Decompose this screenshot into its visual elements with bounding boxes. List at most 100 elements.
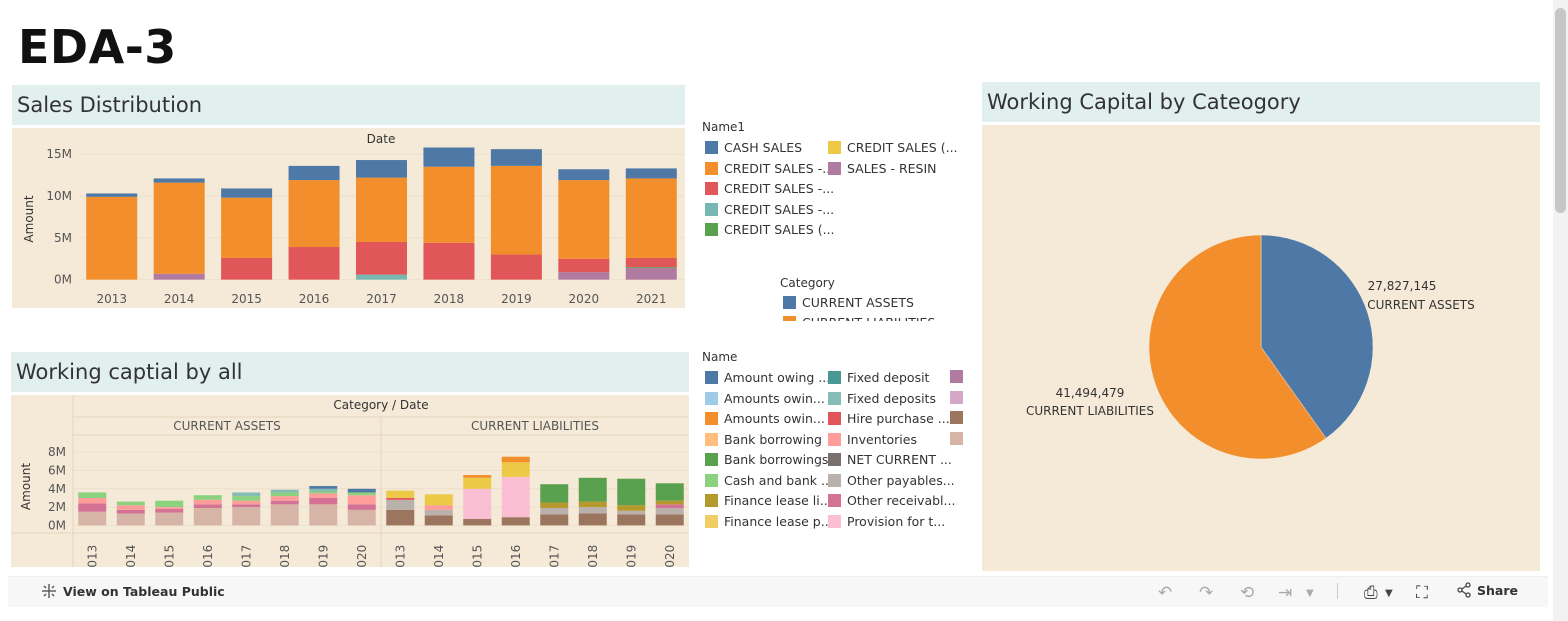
legend-category: CURRENT ASSETS CURRENT LIABILITIES bbox=[780, 292, 980, 321]
fullscreen-icon[interactable]: ⛶ bbox=[1416, 583, 1428, 603]
legend-name-swatch bbox=[828, 371, 841, 384]
scrollbar-thumb[interactable] bbox=[1555, 8, 1566, 213]
working-all-bar-segment bbox=[578, 507, 607, 514]
redo-icon[interactable]: ↷ bbox=[1199, 583, 1214, 603]
working-all-bar-segment bbox=[309, 497, 338, 505]
sales-y-tick: 5M bbox=[54, 231, 72, 245]
legend-name-item[interactable]: Bank borrowing bbox=[705, 432, 822, 447]
download-dropdown-icon[interactable]: ▼ bbox=[1385, 588, 1393, 599]
working-all-bar-segment bbox=[193, 504, 222, 509]
working-all-bar-segment bbox=[155, 512, 184, 526]
pie-slice bbox=[1260, 234, 1374, 439]
legend-name-swatch[interactable] bbox=[950, 411, 963, 424]
legend-name-item[interactable]: Fixed deposit bbox=[828, 370, 929, 385]
legend-name-item[interactable]: Cash and bank ... bbox=[705, 473, 833, 488]
working-all-bar-segment bbox=[116, 505, 145, 510]
legend-name-item[interactable]: NET CURRENT ... bbox=[828, 452, 952, 467]
legend-name1-item[interactable]: CREDIT SALES -... bbox=[705, 181, 834, 196]
legend-name1-item[interactable]: CREDIT SALES (... bbox=[705, 222, 835, 237]
working-all-chart[interactable]: Category / Date Amount 8M 6M 4M 2M 0M CURRENT A… bbox=[11, 395, 689, 575]
working-all-bar-segment bbox=[155, 508, 184, 513]
legend-name-label: Fixed deposits bbox=[847, 390, 936, 406]
sales-bar-segment bbox=[423, 166, 475, 243]
sales-x-tick: 2013 bbox=[96, 292, 127, 306]
refresh-icon[interactable]: ⇥ bbox=[1278, 583, 1293, 603]
sales-bar-segment bbox=[221, 188, 273, 198]
working-category-chart[interactable]: 27,827,145 CURRENT ASSETS 41,494,479 CURREN… bbox=[982, 125, 1540, 571]
working-all-bar-segment bbox=[232, 504, 261, 508]
working-all-bar-segment bbox=[78, 503, 107, 512]
legend-name1-item[interactable]: CASH SALES bbox=[705, 140, 802, 155]
download-icon[interactable]: ⎙ bbox=[1364, 583, 1378, 603]
sales-bar-segment bbox=[625, 178, 677, 258]
sales-bar-segment bbox=[356, 274, 407, 280]
working-all-bar-segment bbox=[78, 511, 107, 526]
sales-bar-segment bbox=[625, 267, 677, 268]
legend-name-swatch[interactable] bbox=[950, 390, 963, 404]
legend-name-item[interactable]: Fixed deposits bbox=[828, 391, 936, 406]
legend-name1-swatch bbox=[828, 161, 841, 175]
legend-name1-item[interactable]: SALES - RESIN bbox=[828, 161, 937, 176]
legend-name-item[interactable]: Bank borrowings bbox=[705, 452, 828, 467]
legend-name1-swatch bbox=[705, 141, 718, 154]
working-all-bar-segment bbox=[617, 505, 646, 511]
legend-category-swatch bbox=[783, 296, 796, 309]
working-all-bar-segment bbox=[270, 496, 299, 501]
view-on-tableau-link[interactable]: View on Tableau Public bbox=[40, 582, 225, 600]
legend-category-item[interactable]: CURRENT ASSETS bbox=[783, 295, 914, 310]
legend-name1-item[interactable]: CREDIT SALES -... bbox=[705, 161, 834, 176]
legend-name-item[interactable]: Hire purchase ... bbox=[828, 411, 950, 426]
legend-name1-swatch bbox=[705, 182, 718, 195]
sales-bar-segment bbox=[221, 197, 273, 258]
working-all-bar-segment bbox=[155, 507, 184, 509]
legend-name-title: Name bbox=[702, 350, 738, 364]
working-all-panel-label: CURRENT LIABILITIES bbox=[471, 419, 599, 433]
working-all-bar-segment bbox=[578, 501, 607, 508]
legend-name-item[interactable]: Other receivabl... bbox=[828, 493, 955, 508]
legend-name-item[interactable]: Finance lease li... bbox=[705, 493, 832, 508]
working-category-header: Working Capital by Cateogory bbox=[982, 82, 1540, 122]
working-all-x-tick: 2014 bbox=[432, 545, 446, 567]
working-all-bar-segment bbox=[655, 508, 684, 515]
legend-name-item[interactable]: Other payables... bbox=[828, 473, 955, 488]
legend-name-swatch bbox=[828, 412, 841, 425]
working-all-x-tick: 2014 bbox=[124, 545, 138, 567]
page-title: EDA-3 bbox=[18, 20, 177, 74]
legend-name-swatch bbox=[705, 453, 718, 466]
working-all-x-tick: 2019 bbox=[624, 545, 638, 567]
legend-name-label: NET CURRENT ... bbox=[847, 452, 952, 467]
working-all-x-tick: 2016 bbox=[201, 545, 215, 567]
legend-name-item[interactable]: Inventories bbox=[828, 432, 917, 447]
legend-name-item[interactable]: Provision for t... bbox=[828, 514, 945, 529]
working-all-bar-segment bbox=[270, 504, 299, 526]
sales-bar-segment bbox=[153, 182, 205, 274]
refresh-dropdown-icon[interactable]: ▼ bbox=[1306, 588, 1314, 599]
share-button[interactable]: Share bbox=[1456, 582, 1518, 598]
legend-category-item[interactable]: CURRENT LIABILITIES bbox=[783, 315, 935, 321]
legend-name-item[interactable]: Finance lease p... bbox=[705, 514, 833, 529]
working-all-bar-segment bbox=[232, 500, 261, 505]
legend-name1-item[interactable]: CREDIT SALES -... bbox=[705, 202, 834, 217]
working-all-x-tick: 2013 bbox=[85, 545, 99, 567]
legend-name1-item[interactable]: CREDIT SALES (... bbox=[828, 140, 958, 155]
pie-label-name: CURRENT LIABILITIES bbox=[1026, 404, 1154, 418]
working-all-x-tick: 2017 bbox=[239, 545, 253, 567]
working-all-bar-segment bbox=[655, 483, 684, 501]
legend-name-swatch[interactable] bbox=[950, 370, 963, 383]
legend-name-item[interactable]: Amounts owin... bbox=[705, 411, 825, 426]
sales-distribution-chart[interactable]: Date Amount 15M 10M 5M 0M 2013 2014 2015 2016 2017… bbox=[12, 128, 685, 308]
sales-y-tick: 10M bbox=[46, 189, 72, 203]
legend-name-swatch bbox=[828, 453, 841, 466]
working-all-bar-segment bbox=[78, 492, 107, 498]
legend-name-swatch[interactable] bbox=[950, 431, 963, 445]
sales-y-tick: 0M bbox=[54, 273, 72, 287]
legend-name-item[interactable]: Amounts owin... bbox=[705, 391, 825, 406]
working-all-bar-segment bbox=[578, 513, 607, 526]
legend-name1-label: CASH SALES bbox=[724, 140, 803, 155]
undo-icon[interactable]: ↶ bbox=[1158, 583, 1173, 603]
working-all-bar-segment bbox=[232, 507, 261, 526]
legend-name1-label: CREDIT SALES -... bbox=[724, 160, 835, 176]
revert-icon[interactable]: ⟲ bbox=[1240, 583, 1255, 603]
legend-name-item[interactable]: Amount owing ... bbox=[705, 370, 830, 385]
pie-label-value: 27,827,145 bbox=[1368, 279, 1437, 293]
